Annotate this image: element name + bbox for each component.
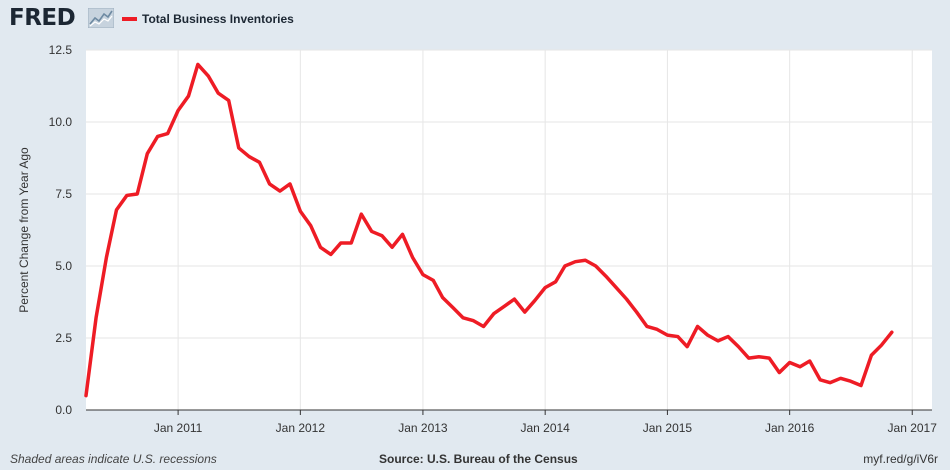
chart-header: FRED Total Business Inventories	[0, 0, 950, 40]
legend: Total Business Inventories	[122, 10, 294, 28]
x-tick-label: Jan 2017	[888, 421, 938, 435]
y-tick-label: 2.5	[55, 331, 72, 345]
series-layer	[84, 62, 894, 398]
y-tick-label: 5.0	[55, 259, 72, 273]
short-url-link[interactable]: myf.red/g/iV6r	[863, 452, 938, 466]
y-tick-label: 12.5	[49, 43, 73, 57]
x-tick-label: Jan 2013	[398, 421, 448, 435]
legend-swatch	[122, 17, 137, 21]
series-line	[84, 62, 894, 398]
source-note: Source: U.S. Bureau of the Census	[379, 452, 578, 466]
x-tick-label: Jan 2012	[276, 421, 326, 435]
y-tick-label: 7.5	[55, 187, 72, 201]
fred-chart-icon	[88, 8, 114, 28]
x-tick-label: Jan 2015	[643, 421, 693, 435]
y-axis-ticks: 0.0 2.5 5.0 7.5 10.0 12.5	[49, 43, 73, 417]
fred-logo[interactable]: FRED	[9, 5, 76, 31]
recessions-note: Shaded areas indicate U.S. recessions	[10, 452, 217, 466]
y-axis-label: Percent Change from Year Ago	[17, 147, 31, 313]
y-tick-label: 10.0	[49, 115, 73, 129]
legend-label: Total Business Inventories	[142, 12, 294, 26]
x-tick-label: Jan 2014	[520, 421, 570, 435]
x-axis-ticks: Jan 2011 Jan 2012 Jan 2013 Jan 2014 Jan 2015…	[154, 410, 937, 435]
plot-background	[86, 50, 932, 410]
x-tick-label: Jan 2011	[154, 421, 203, 435]
x-tick-label: Jan 2016	[765, 421, 815, 435]
y-tick-label: 0.0	[55, 403, 72, 417]
